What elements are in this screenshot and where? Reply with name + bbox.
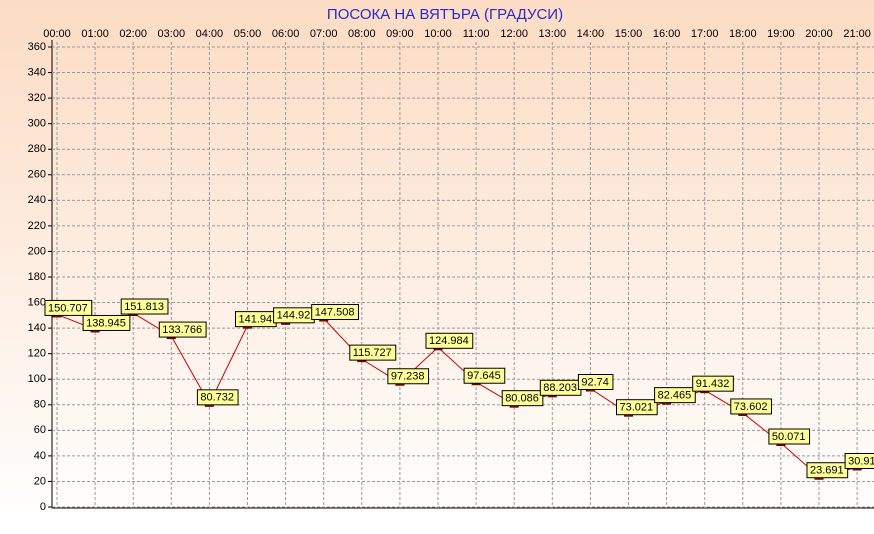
data-label: 97.238 xyxy=(391,371,425,383)
x-tick-label: 19:00 xyxy=(767,28,795,40)
data-label-box xyxy=(196,389,239,406)
data-label-box xyxy=(806,462,849,479)
data-label: 144.92 xyxy=(277,310,311,322)
y-tick-label: 320 xyxy=(28,92,46,104)
data-label: 82.465 xyxy=(658,390,692,402)
data-label-box xyxy=(730,398,772,415)
x-tick-label: 12:00 xyxy=(500,28,528,40)
x-tick-label: 11:00 xyxy=(463,28,490,40)
y-tick-label: 160 xyxy=(28,296,46,308)
x-tick-label: 17:00 xyxy=(691,28,719,40)
data-label-box xyxy=(501,390,544,407)
x-tick-label: 09:00 xyxy=(386,28,414,40)
chart-title: ПОСОКА НА ВЯТЪРА (ГРАДУСИ) xyxy=(327,6,563,23)
y-tick-label: 360 xyxy=(28,41,46,53)
x-tick-label: 08:00 xyxy=(348,28,376,40)
x-tick-label: 15:00 xyxy=(615,28,643,40)
x-tick-label: 21:00 xyxy=(843,28,871,40)
data-label: 80.732 xyxy=(200,392,234,404)
data-label-box xyxy=(311,304,359,321)
y-tick-label: 180 xyxy=(28,271,46,283)
y-tick-label: 100 xyxy=(28,373,46,385)
data-label: 23.691 xyxy=(810,465,844,477)
x-tick-label: 03:00 xyxy=(158,28,186,40)
y-tick-label: 280 xyxy=(28,143,46,155)
data-label-box xyxy=(577,373,614,390)
data-label: 80.086 xyxy=(505,393,539,405)
x-tick-label: 13:00 xyxy=(539,28,567,40)
y-tick-label: 80 xyxy=(34,399,46,411)
data-label: 124.984 xyxy=(429,335,469,347)
y-tick-label: 220 xyxy=(28,220,46,232)
data-label-box xyxy=(768,428,811,445)
data-label: 133.766 xyxy=(162,324,202,336)
data-label: 50.071 xyxy=(772,431,806,443)
x-tick-label: 16:00 xyxy=(653,28,681,40)
x-tick-label: 00:00 xyxy=(43,28,71,40)
y-tick-label: 260 xyxy=(28,169,46,181)
data-label: 73.021 xyxy=(620,402,654,414)
data-label: 150.707 xyxy=(48,302,88,314)
data-label-box xyxy=(616,399,658,416)
y-tick-label: 140 xyxy=(28,322,46,334)
data-label-box xyxy=(844,452,874,469)
y-tick-label: 20 xyxy=(34,475,46,487)
data-label-box xyxy=(425,332,474,349)
data-label-box xyxy=(158,321,207,338)
x-tick-label: 07:00 xyxy=(310,28,338,40)
y-tick-label: 200 xyxy=(28,245,46,257)
data-label-box xyxy=(349,344,397,361)
data-label: 73.602 xyxy=(734,401,768,413)
y-tick-label: 0 xyxy=(40,501,46,513)
data-label-box xyxy=(44,299,93,316)
y-tick-label: 300 xyxy=(28,118,46,130)
data-label: 91.432 xyxy=(696,378,730,390)
x-tick-label: 04:00 xyxy=(196,28,224,40)
y-tick-label: 120 xyxy=(28,348,46,360)
x-tick-label: 01:00 xyxy=(81,28,109,40)
data-label-box xyxy=(387,368,430,385)
data-label-box xyxy=(82,314,131,331)
data-label: 141.94 xyxy=(239,314,273,326)
data-label: 151.813 xyxy=(124,301,164,313)
series-line xyxy=(56,312,858,478)
data-label-box xyxy=(692,375,734,392)
x-tick-label: 18:00 xyxy=(729,28,757,40)
data-label: 88.203 xyxy=(543,382,577,394)
x-tick-label: 10:00 xyxy=(424,28,452,40)
x-tick-label: 20:00 xyxy=(805,28,833,40)
data-label-box xyxy=(463,367,506,384)
data-label: 115.727 xyxy=(353,347,392,359)
y-tick-label: 60 xyxy=(34,424,46,436)
data-label-box xyxy=(120,298,169,315)
x-tick-label: 05:00 xyxy=(234,28,262,40)
y-tick-label: 240 xyxy=(28,194,46,206)
y-tick-label: 40 xyxy=(34,450,46,462)
data-label: 97.645 xyxy=(467,370,501,382)
data-label-box xyxy=(654,387,696,404)
x-tick-label: 14:00 xyxy=(577,28,605,40)
data-label: 92.74 xyxy=(581,376,609,388)
x-tick-label: 02:00 xyxy=(119,28,147,40)
x-tick-label: 06:00 xyxy=(272,28,300,40)
y-tick-label: 340 xyxy=(28,66,46,78)
data-label: 30.917 xyxy=(848,455,874,467)
data-label: 138.945 xyxy=(86,317,126,329)
data-label: 147.508 xyxy=(315,306,355,318)
